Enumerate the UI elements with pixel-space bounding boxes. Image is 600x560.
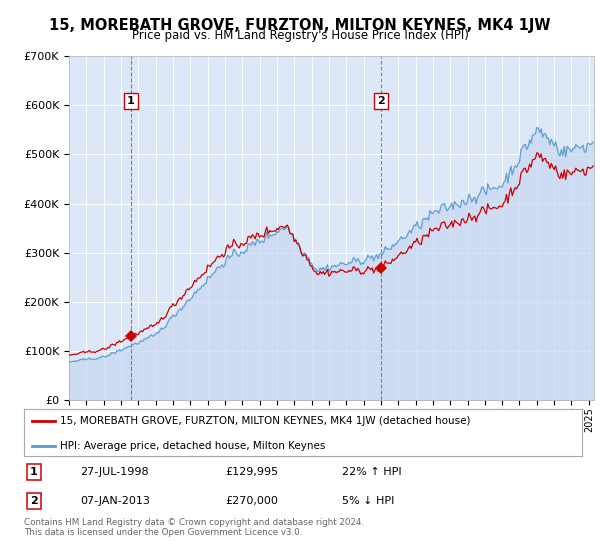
Text: 27-JUL-1998: 27-JUL-1998	[80, 467, 148, 477]
Text: 5% ↓ HPI: 5% ↓ HPI	[342, 496, 394, 506]
Text: Contains HM Land Registry data © Crown copyright and database right 2024.
This d: Contains HM Land Registry data © Crown c…	[24, 518, 364, 538]
Text: 15, MOREBATH GROVE, FURZTON, MILTON KEYNES, MK4 1JW: 15, MOREBATH GROVE, FURZTON, MILTON KEYN…	[49, 18, 551, 33]
Text: 2: 2	[377, 96, 385, 106]
Text: 07-JAN-2013: 07-JAN-2013	[80, 496, 149, 506]
Text: £129,995: £129,995	[225, 467, 278, 477]
Text: HPI: Average price, detached house, Milton Keynes: HPI: Average price, detached house, Milt…	[60, 441, 326, 451]
Text: 15, MOREBATH GROVE, FURZTON, MILTON KEYNES, MK4 1JW (detached house): 15, MOREBATH GROVE, FURZTON, MILTON KEYN…	[60, 416, 471, 426]
Text: £270,000: £270,000	[225, 496, 278, 506]
Text: Price paid vs. HM Land Registry's House Price Index (HPI): Price paid vs. HM Land Registry's House …	[131, 29, 469, 42]
Text: 2: 2	[30, 496, 38, 506]
Text: 22% ↑ HPI: 22% ↑ HPI	[342, 467, 401, 477]
Text: 1: 1	[30, 467, 38, 477]
Text: 1: 1	[127, 96, 135, 106]
